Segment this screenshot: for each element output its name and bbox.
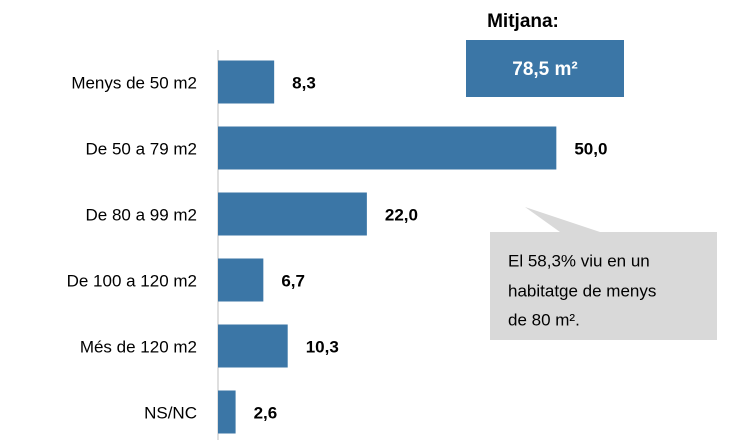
category-label: De 80 a 99 m2	[85, 205, 197, 224]
value-label: 8,3	[292, 73, 316, 92]
value-label: 6,7	[281, 271, 305, 290]
category-label: Menys de 50 m2	[71, 73, 197, 92]
bar	[218, 324, 288, 368]
value-label: 50,0	[574, 139, 607, 158]
bar	[218, 192, 367, 236]
category-label: De 100 a 120 m2	[67, 271, 197, 290]
bar	[218, 60, 275, 104]
callout-text: habitatge de menys	[508, 281, 656, 300]
mean-title: Mitjana:	[487, 11, 559, 32]
value-label: 22,0	[385, 205, 418, 224]
callout-text: de 80 m².	[508, 310, 580, 329]
callout-pointer	[525, 207, 600, 232]
bar	[218, 126, 557, 170]
value-label: 2,6	[254, 403, 278, 422]
category-label: Més de 120 m2	[80, 337, 197, 356]
callout-box	[490, 232, 717, 340]
mean-box	[466, 40, 624, 97]
mean-label: 78,5 m²	[512, 59, 577, 80]
value-label: 10,3	[306, 337, 339, 356]
category-label: NS/NC	[144, 403, 197, 422]
bar	[218, 390, 236, 434]
bar	[218, 258, 264, 302]
category-label: De 50 a 79 m2	[85, 139, 197, 158]
callout-text: El 58,3% viu en un	[508, 251, 650, 270]
